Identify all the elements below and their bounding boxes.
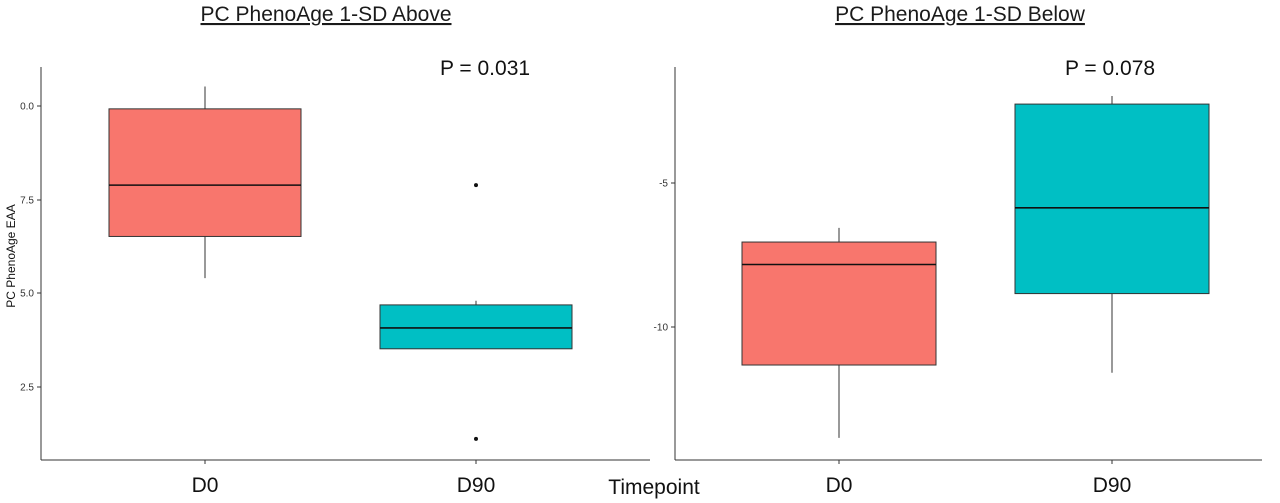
panel2-d90-box — [1014, 103, 1210, 295]
panel1-title: PC PhenoAge 1-SD Above — [201, 3, 452, 26]
panel2-x-tick-d0: D0 — [826, 474, 853, 497]
panel2-p-value: P = 0.078 — [1065, 57, 1155, 80]
panel2-plot: -10 -5 — [654, 67, 1262, 464]
panel1-y-tick-label: 5.0 — [20, 289, 34, 300]
panel1-y-tick-label: 2.5 — [20, 383, 34, 394]
panel2-title: PC PhenoAge 1-SD Below — [835, 3, 1086, 26]
panel1-d90-outlier-point — [474, 183, 478, 188]
panel2-y-tick-label: -5 — [659, 179, 668, 190]
panel2-x-tick-d90: D90 — [1093, 474, 1132, 497]
panel1-y-tick-label: 7.5 — [20, 196, 34, 207]
panel1-x-tick-d90: D90 — [457, 474, 496, 497]
panel1-d0-box — [108, 108, 302, 237]
panel1-y-axis-label: PC PhenoAge EAA — [4, 204, 18, 307]
panel1-x-tick-d0: D0 — [192, 474, 219, 497]
panel1-plot: 2.5 5.0 7.5 0.0 — [20, 67, 650, 464]
panel1-d90-box — [379, 304, 573, 350]
panel1-p-value: P = 0.031 — [440, 57, 530, 80]
panel1-d90-outlier-point — [474, 436, 478, 441]
panel1-y-tick-label: 0.0 — [20, 102, 34, 113]
panel2-y-tick-label: -10 — [654, 323, 669, 334]
x-axis-label: Timepoint — [608, 476, 700, 499]
panel2-d0-box — [741, 241, 937, 366]
